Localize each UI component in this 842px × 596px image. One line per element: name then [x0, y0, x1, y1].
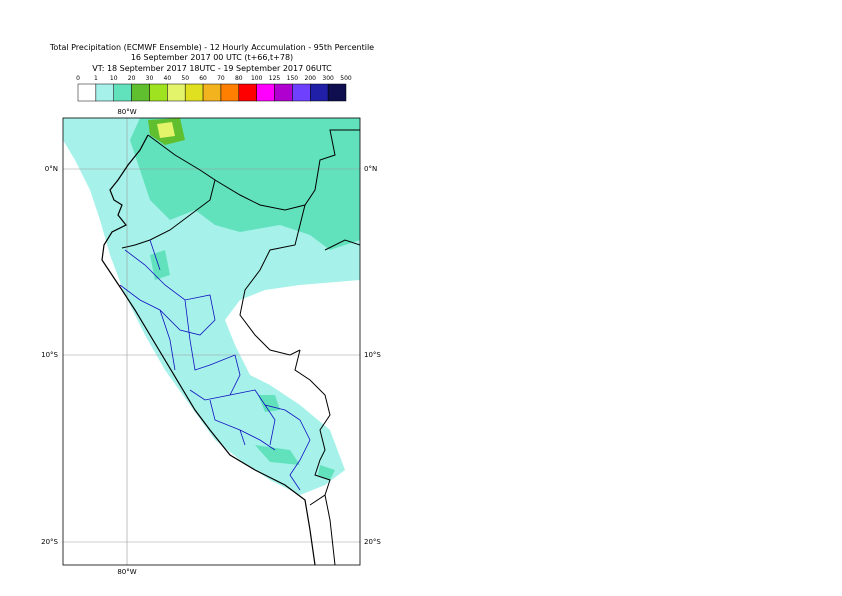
- legend-swatch: [77, 83, 97, 102]
- lat-label: 0°N: [45, 165, 58, 173]
- map-frame: [62, 117, 361, 566]
- legend-label: 125: [269, 75, 281, 82]
- lon-label: 80°W: [117, 568, 136, 576]
- title-line: VT: 18 September 2017 18UTC - 19 Septemb…: [92, 64, 332, 73]
- national-border: [121, 129, 360, 565]
- legend-label: 500: [340, 75, 352, 82]
- legend-swatch: [202, 83, 222, 102]
- coastline: [101, 134, 316, 565]
- legend-swatch: [310, 83, 329, 102]
- lat-label: 0°N: [364, 165, 377, 173]
- legend-swatch: [292, 83, 311, 102]
- legend-swatch: [184, 83, 204, 102]
- title-line: 16 September 2017 00 UTC (t+66,t+78): [131, 53, 293, 62]
- legend-label: 1: [94, 75, 98, 82]
- legend-swatch: [327, 83, 347, 102]
- legend-label: 60: [199, 75, 207, 82]
- legend-label: 10: [110, 75, 118, 82]
- lat-label: 20°S: [41, 538, 58, 546]
- legend-swatch: [238, 83, 257, 102]
- legend-label: 30: [146, 75, 154, 82]
- legend-swatch: [220, 83, 240, 102]
- legend-label: 40: [164, 75, 172, 82]
- legend-label: 100: [251, 75, 263, 82]
- lat-label: 10°S: [364, 351, 381, 359]
- legend-label: 150: [287, 75, 299, 82]
- legend-swatch: [95, 83, 114, 102]
- legend-label: 80: [235, 75, 243, 82]
- legend-label: 300: [322, 75, 334, 82]
- map: 80°W 80°W 0°N 0°N 10°S 10°S 20°S 20°S: [41, 108, 381, 576]
- legend-label: 20: [128, 75, 136, 82]
- legend: 0 1 10 20 30 40 50 60 70 80 100 125 150 200 300 500: [76, 75, 352, 102]
- legend-swatch: [274, 83, 293, 102]
- legend-label: 0: [76, 75, 80, 82]
- legend-label: 70: [217, 75, 225, 82]
- title-line: Total Precipitation (ECMWF Ensemble) - 1…: [49, 43, 374, 52]
- legend-swatch: [256, 83, 275, 102]
- regional-border: [119, 239, 311, 491]
- lon-label: 80°W: [117, 108, 136, 116]
- precip-area: [157, 122, 175, 138]
- lat-label: 20°S: [364, 538, 381, 546]
- legend-swatch: [167, 83, 186, 102]
- precip-area: [150, 250, 335, 480]
- legend-swatch: [113, 83, 132, 102]
- header: Total Precipitation (ECMWF Ensemble) - 1…: [49, 43, 374, 73]
- lat-label: 10°S: [41, 351, 58, 359]
- legend-label: 200: [305, 75, 317, 82]
- legend-label: 50: [181, 75, 189, 82]
- legend-swatch: [149, 83, 168, 102]
- legend-swatch: [131, 83, 150, 102]
